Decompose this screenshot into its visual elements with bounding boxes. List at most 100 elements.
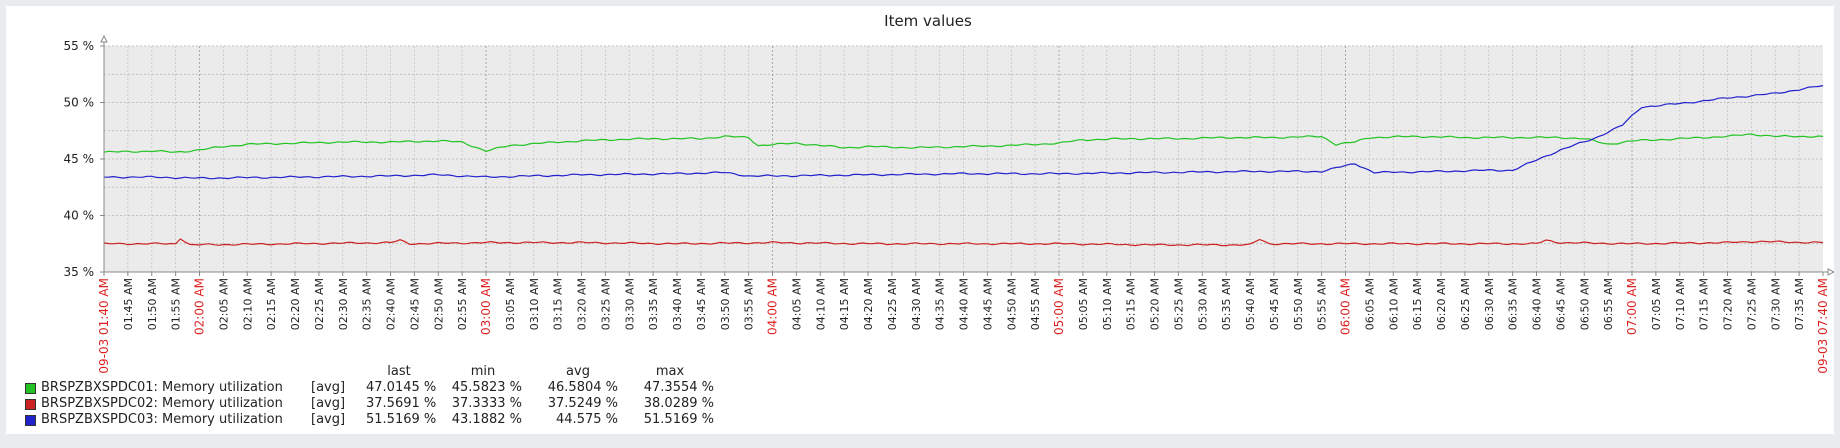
x-tick-label: 06:05 AM — [1363, 278, 1376, 330]
series-line-2 — [103, 238, 1824, 247]
series-line-1 — [103, 133, 1824, 153]
x-tick-label: 03:20 AM — [576, 278, 589, 330]
x-tick-label: 06:45 AM — [1554, 278, 1567, 330]
legend-series-name: BRSPZBXSPDC02: Memory utilization — [41, 396, 283, 411]
legend: last min avg max BRSPZBXSPDC01: Memory u… — [25, 364, 718, 428]
legend-max: 47.3554 % — [643, 380, 714, 395]
legend-min: 43.1882 % — [451, 412, 522, 427]
legend-min: 45.5823 % — [451, 380, 522, 395]
x-tick-label: 07:25 AM — [1745, 278, 1758, 330]
x-tick-label: 04:55 AM — [1029, 278, 1042, 330]
x-tick-label: 03:05 AM — [504, 278, 517, 330]
x-tick-label: 02:45 AM — [408, 278, 421, 330]
legend-max: 51.5169 % — [643, 412, 714, 427]
y-axis-labels: 35 % 40 % 45 % 50 % 55 % — [64, 39, 104, 279]
legend-min: 37.3333 % — [451, 396, 522, 411]
x-tick-label: 02:25 AM — [313, 278, 326, 330]
legend-series-name: BRSPZBXSPDC03: Memory utilization — [41, 412, 283, 427]
x-tick-label: 05:10 AM — [1101, 278, 1114, 330]
x-tick-label: 03:35 AM — [647, 278, 660, 330]
legend-last: 37.5691 % — [366, 396, 437, 411]
x-tick-label: 05:35 AM — [1220, 278, 1233, 330]
x-tick-label: 03:15 AM — [552, 278, 565, 330]
x-tick-label: 07:15 AM — [1698, 278, 1711, 330]
legend-last: 51.5169 % — [366, 412, 437, 427]
x-tick-label: 05:20 AM — [1149, 278, 1162, 330]
x-tick-label: 09-03 07:40 AM — [1816, 278, 1830, 374]
x-tick-label: 05:45 AM — [1268, 278, 1281, 330]
legend-row-dc03: BRSPZBXSPDC03: Memory utilization [avg] … — [25, 412, 718, 428]
x-tick-label: 02:20 AM — [289, 278, 302, 330]
x-tick-label: 06:25 AM — [1459, 278, 1472, 330]
x-tick-label: 03:40 AM — [671, 278, 684, 330]
series-lines — [103, 85, 1824, 247]
legend-header: last min avg max — [25, 364, 718, 380]
x-tick-label: 06:55 AM — [1602, 278, 1615, 330]
legend-series-name: BRSPZBXSPDC01: Memory utilization — [41, 380, 283, 395]
legend-header-max: max — [655, 364, 685, 379]
x-tick-label: 03:45 AM — [695, 278, 708, 330]
x-tick-label: 02:50 AM — [432, 278, 445, 330]
y-tick-label: 40 % — [64, 209, 95, 223]
x-axis-labels: 09-03 01:40 AM 01:45 AM 01:50 AM 01:55 AM 02… — [97, 272, 1830, 374]
x-tick-label: 04:40 AM — [958, 278, 971, 330]
x-tick-label: 05:30 AM — [1196, 278, 1209, 330]
y-tick-label: 35 % — [64, 265, 95, 279]
x-tick-label: 05:15 AM — [1125, 278, 1138, 330]
x-tick-label: 07:20 AM — [1722, 278, 1735, 330]
legend-header-avg: avg — [566, 364, 590, 379]
x-axis-arrow — [1827, 268, 1834, 276]
x-tick-label: 06:20 AM — [1435, 278, 1448, 330]
legend-swatch-green — [25, 382, 36, 394]
x-tick-label: 09-03 01:40 AM — [97, 278, 111, 374]
x-tick-label: 04:45 AM — [981, 278, 994, 330]
legend-avg: 37.5249 % — [547, 396, 618, 411]
x-tick-label: 05:55 AM — [1316, 278, 1329, 330]
x-tick-label: 01:45 AM — [122, 278, 135, 330]
x-tick-label: 04:50 AM — [1005, 278, 1018, 330]
x-tick-label: 06:15 AM — [1411, 278, 1424, 330]
x-tick-label: 06:50 AM — [1578, 278, 1591, 330]
x-tick-label: 02:30 AM — [337, 278, 350, 330]
x-tick-label: 06:00 AM — [1339, 278, 1353, 335]
x-tick-label: 06:10 AM — [1387, 278, 1400, 330]
legend-series-func: [avg] — [311, 380, 346, 395]
x-tick-label: 02:10 AM — [241, 278, 254, 330]
x-tick-label: 04:00 AM — [766, 278, 780, 335]
x-tick-label: 02:40 AM — [385, 278, 398, 330]
x-tick-label: 02:15 AM — [265, 278, 278, 330]
x-tick-label: 05:50 AM — [1292, 278, 1305, 330]
x-tick-label: 04:15 AM — [838, 278, 851, 330]
legend-avg: 46.5804 % — [547, 380, 618, 395]
legend-max: 38.0289 % — [643, 396, 714, 411]
x-tick-label: 05:05 AM — [1077, 278, 1090, 330]
x-tick-label: 03:00 AM — [479, 278, 493, 335]
legend-row-dc01: BRSPZBXSPDC01: Memory utilization [avg] … — [25, 380, 718, 396]
x-tick-label: 03:30 AM — [623, 278, 636, 330]
y-axis-arrow — [100, 34, 108, 43]
x-tick-label: 05:25 AM — [1172, 278, 1185, 330]
x-tick-label: 07:10 AM — [1674, 278, 1687, 330]
x-tick-label: 06:35 AM — [1507, 278, 1520, 330]
x-tick-label: 03:50 AM — [719, 278, 732, 330]
x-tick-label: 03:55 AM — [743, 278, 756, 330]
axes — [100, 34, 1834, 276]
x-tick-label: 02:55 AM — [456, 278, 469, 330]
y-tick-label: 55 % — [64, 39, 95, 53]
x-tick-label: 06:30 AM — [1483, 278, 1496, 330]
x-tick-label: 07:35 AM — [1793, 278, 1806, 330]
x-tick-label: 03:10 AM — [528, 278, 541, 330]
series-line-3 — [103, 85, 1824, 180]
y-tick-label: 50 % — [64, 96, 95, 110]
x-tick-label: 03:25 AM — [599, 278, 612, 330]
x-tick-label: 04:35 AM — [934, 278, 947, 330]
x-tick-label: 02:00 AM — [193, 278, 207, 335]
legend-last: 47.0145 % — [366, 380, 437, 395]
legend-header-last: last — [387, 364, 411, 379]
x-tick-label: 04:25 AM — [886, 278, 899, 330]
x-tick-label: 07:00 AM — [1625, 278, 1639, 335]
legend-series-func: [avg] — [311, 396, 346, 411]
x-tick-label: 02:05 AM — [217, 278, 230, 330]
legend-header-min: min — [470, 364, 496, 379]
legend-series-func: [avg] — [311, 412, 346, 427]
